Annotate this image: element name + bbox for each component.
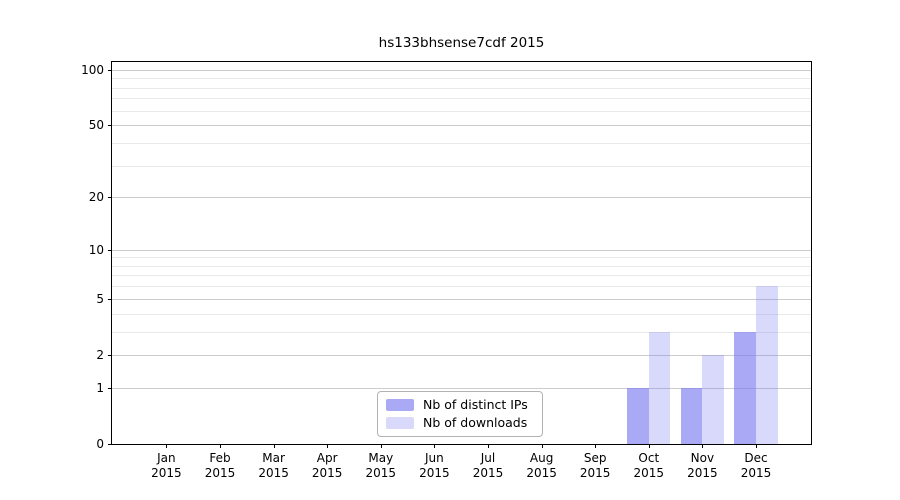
gridline-minor — [112, 142, 811, 144]
x-tick-mark — [488, 444, 489, 448]
x-tick-label: Jan 2015 — [151, 451, 182, 480]
gridline-major — [112, 197, 811, 199]
chart-title: hs133bhsense7cdf 2015 — [378, 35, 545, 51]
x-tick-label: Feb 2015 — [204, 451, 236, 480]
legend-label-downloads: Nb of downloads — [423, 414, 528, 430]
bar-downloads-oct — [648, 331, 671, 444]
legend-label-distinct-ips: Nb of distinct IPs — [423, 397, 528, 413]
gridline-minor — [112, 98, 811, 100]
y-tick-label: 100 — [81, 62, 104, 77]
legend: Nb of distinct IPs Nb of downloads — [377, 391, 543, 437]
gridline-major — [112, 249, 811, 251]
gridline-major — [112, 125, 811, 127]
gridline-major — [112, 298, 811, 300]
x-tick-label: Nov 2015 — [687, 451, 718, 480]
y-tick-label: 50 — [88, 118, 104, 133]
gridline-minor — [112, 78, 811, 80]
plot-area — [111, 61, 812, 445]
y-tick-mark — [108, 354, 112, 356]
legend-item-downloads: Nb of downloads — [386, 414, 534, 430]
x-tick-label: Apr 2015 — [311, 451, 343, 480]
bar-downloads-nov — [702, 354, 724, 444]
gridline-minor — [112, 275, 811, 277]
x-tick-label: Dec 2015 — [740, 451, 772, 480]
x-tick-mark — [166, 444, 168, 448]
y-tick-mark — [108, 125, 112, 127]
y-tick-label: 5 — [96, 291, 104, 306]
bar-downloads-dec — [756, 286, 778, 444]
y-tick-mark — [108, 444, 112, 445]
gridline-major — [112, 69, 811, 71]
x-tick-mark — [595, 444, 597, 448]
y-tick-mark — [108, 387, 112, 389]
x-tick-mark — [702, 444, 704, 448]
y-tick-mark — [108, 197, 112, 199]
x-tick-mark — [220, 444, 221, 448]
gridline-minor — [112, 87, 811, 89]
bar-distinct-ips-nov — [680, 387, 703, 444]
x-tick-label: Jun 2015 — [419, 451, 450, 480]
x-tick-mark — [380, 444, 382, 448]
x-tick-mark — [434, 444, 436, 448]
x-tick-label: Sep 2015 — [579, 451, 611, 480]
y-tick-label: 1 — [96, 380, 104, 395]
gridline-minor — [112, 265, 811, 267]
gridline-minor — [112, 313, 811, 315]
x-tick-label: Mar 2015 — [258, 451, 289, 480]
x-tick-label: Aug 2015 — [526, 451, 557, 480]
y-tick-mark — [108, 69, 112, 71]
x-tick-mark — [541, 444, 543, 448]
x-tick-mark — [327, 444, 329, 448]
x-tick-mark — [756, 444, 757, 448]
gridline-minor — [112, 165, 811, 167]
gridline-minor — [112, 257, 811, 259]
y-tick-label: 2 — [96, 347, 104, 362]
x-tick-mark — [273, 444, 275, 448]
gridline-minor — [112, 110, 811, 112]
y-tick-mark — [108, 298, 112, 300]
bar-distinct-ips-dec — [734, 331, 756, 444]
legend-item-distinct-ips: Nb of distinct IPs — [386, 398, 534, 412]
gridline-minor — [112, 286, 811, 288]
gridline-minor — [112, 331, 811, 333]
x-tick-label: Oct 2015 — [633, 451, 665, 480]
y-tick-label: 20 — [88, 190, 104, 205]
legend-swatch-downloads — [386, 416, 414, 429]
legend-swatch-distinct-ips — [386, 399, 414, 412]
x-tick-label: Jul 2015 — [472, 451, 504, 480]
x-tick-label: May 2015 — [365, 451, 397, 480]
bar-distinct-ips-oct — [627, 387, 649, 444]
y-tick-label: 10 — [88, 242, 104, 257]
y-tick-label: 0 — [96, 437, 104, 451]
x-tick-mark — [648, 444, 650, 448]
y-tick-mark — [108, 249, 112, 251]
